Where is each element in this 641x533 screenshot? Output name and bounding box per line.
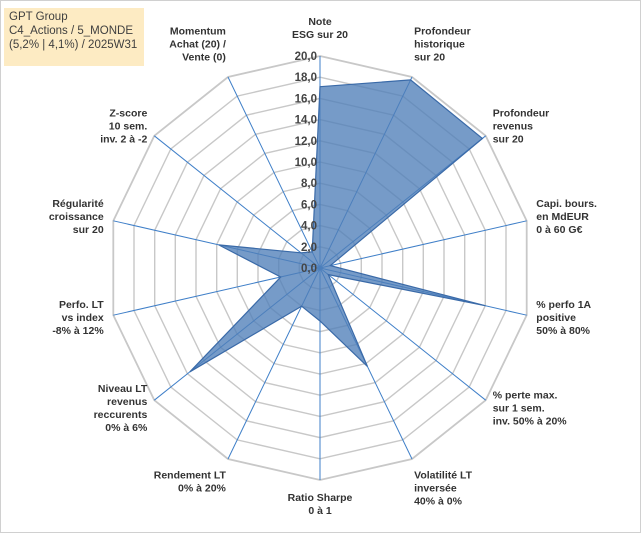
axis-label: Note ESG sur 20: [292, 16, 348, 41]
radar-axis-labels: Note ESG sur 20 Profondeur historique sur 20…: [49, 16, 597, 517]
axis-label: % perte max. sur 1 sem. inv. 50% à 20%: [493, 389, 568, 427]
series-area: [189, 79, 486, 373]
axis-label: Profondeur revenus sur 20: [493, 108, 550, 146]
tick-label: 2,0: [301, 242, 317, 254]
axis-label-line: historique: [414, 38, 465, 50]
info-company: GPT Group: [9, 11, 68, 23]
axis-spoke: [227, 76, 321, 269]
info-box: GPT Group C4_Actions / 5_MONDE (5,2% | 4…: [4, 8, 144, 66]
axis-label: Profondeur historique sur 20: [414, 25, 471, 63]
axis-label-line: inversée: [414, 483, 457, 495]
axis-label-line: 50% à 80%: [536, 325, 590, 337]
axis-label: Régularité croissance sur 20: [49, 198, 104, 236]
info-category: C4_Actions / 5_MONDE: [9, 25, 133, 37]
axis-label-line: Rendement LT: [154, 470, 227, 482]
axis-spoke: [153, 135, 321, 269]
axis-label-line: reccurents: [94, 409, 148, 421]
info-period: (5,2% | 4,1%) / 2025W31: [9, 39, 138, 51]
axis-label-line: croissance: [49, 211, 104, 223]
axis-label-line: vs index: [62, 312, 104, 324]
tick-label: 20,0: [295, 51, 317, 63]
axis-label-line: Volatilité LT: [414, 470, 473, 482]
tick-label: 18,0: [295, 72, 317, 84]
axis-label-line: sur 1 sem.: [493, 402, 545, 414]
axis-label-line: % perte max.: [493, 389, 558, 401]
axis-label-line: ESG sur 20: [292, 29, 348, 41]
tick-label: 16,0: [295, 93, 317, 105]
axis-label-line: Z-score: [109, 108, 147, 120]
axis-label-line: 0% à 20%: [178, 483, 227, 495]
axis-label-line: Niveau LT: [98, 383, 148, 395]
axis-label-line: Note: [308, 16, 331, 28]
axis-label-line: revenus: [493, 121, 533, 133]
axis-label-line: Profondeur: [414, 25, 471, 37]
axis-label-line: sur 20: [493, 134, 524, 146]
axis-label-line: Ratio Sharpe: [288, 492, 353, 504]
axis-label-line: Régularité: [52, 198, 104, 210]
axis-label-line: 0 à 60 G€: [536, 224, 582, 236]
axis-label: % perfo 1A positive 50% à 80%: [536, 299, 591, 337]
tick-label: 8,0: [301, 178, 317, 190]
tick-label: 14,0: [295, 115, 317, 127]
axis-label-line: Profondeur: [493, 108, 550, 120]
axis-label-line: revenus: [107, 396, 147, 408]
tick-label: 12,0: [295, 136, 317, 148]
axis-label-line: positive: [536, 312, 576, 324]
axis-spoke: [319, 267, 487, 401]
tick-label: 10,0: [295, 157, 317, 169]
axis-label: Momentum Achat (20) / Vente (0): [169, 25, 226, 63]
radar-tick-labels: 0,0 2,0 4,0 6,0 8,0 10,0 12,0 14,0 16,0 18,0 20,0: [295, 51, 317, 275]
axis-label-line: 0% à 6%: [105, 422, 148, 434]
tick-label: 4,0: [301, 221, 317, 233]
axis-label: Z-score 10 sem. inv. 2 à -2: [100, 108, 147, 146]
axis-label: Rendement LT 0% à 20%: [154, 470, 227, 495]
axis-label-line: sur 20: [73, 224, 104, 236]
axis-label-line: -8% à 12%: [52, 325, 104, 337]
axis-label: Volatilité LT inversée 40% à 0%: [414, 470, 473, 508]
axis-label-line: 0 à 1: [308, 505, 332, 517]
axis-label-line: 40% à 0%: [414, 496, 463, 508]
axis-label: Capi. bours. en MdEUR 0 à 60 G€: [536, 198, 597, 236]
radar-series: [189, 79, 486, 373]
axis-spoke: [319, 220, 527, 269]
axis-label-line: % perfo 1A: [536, 299, 591, 311]
axis-label-line: inv. 2 à -2: [100, 134, 147, 146]
axis-label-line: Momentum: [170, 25, 226, 37]
axis-label-line: Achat (20) /: [169, 38, 226, 50]
axis-label: Ratio Sharpe 0 à 1: [288, 492, 353, 517]
axis-label-line: inv. 50% à 20%: [493, 415, 568, 427]
tick-label: 0,0: [301, 263, 317, 275]
axis-label-line: en MdEUR: [536, 211, 589, 223]
axis-label: Perfo. LT vs index -8% à 12%: [52, 299, 104, 337]
axis-label: Niveau LT revenus reccurents 0% à 6%: [94, 383, 148, 434]
axis-label-line: sur 20: [414, 51, 445, 63]
axis-label-line: Vente (0): [182, 51, 226, 63]
axis-label-line: 10 sem.: [109, 121, 148, 133]
axis-label-line: Capi. bours.: [536, 198, 597, 210]
tick-label: 6,0: [301, 199, 317, 211]
axis-label-line: Perfo. LT: [59, 299, 104, 311]
